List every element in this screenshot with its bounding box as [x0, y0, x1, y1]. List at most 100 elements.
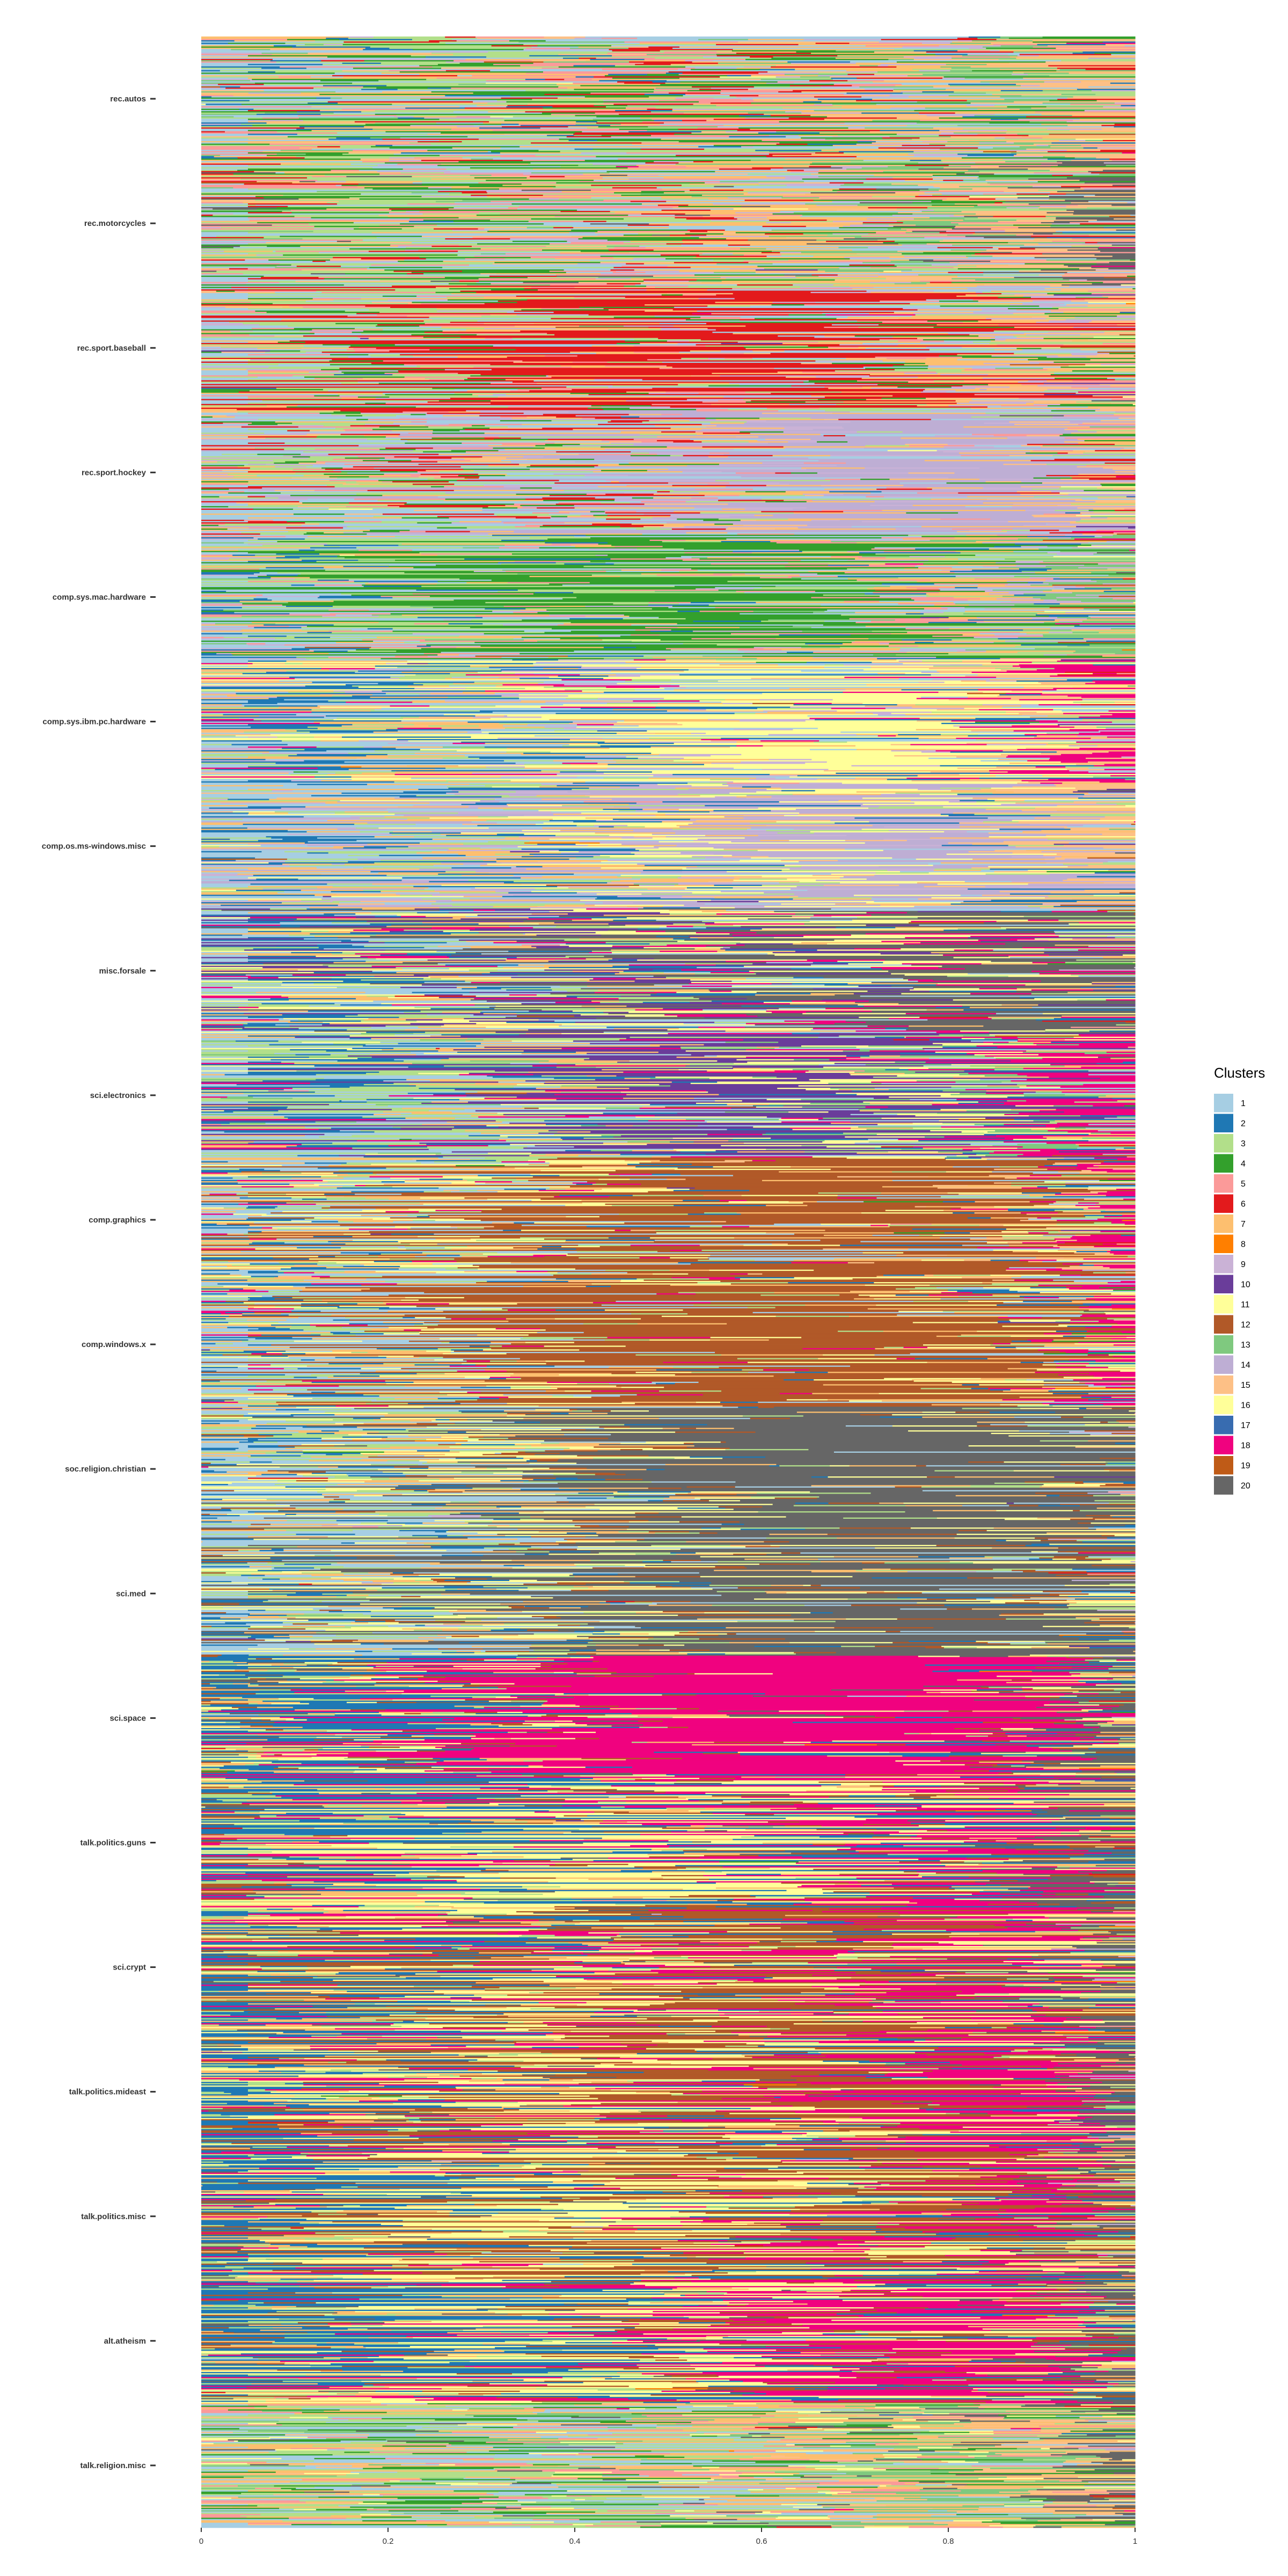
- bar-segment-cluster-4: [685, 618, 850, 620]
- bar-segment-cluster-1: [201, 81, 618, 83]
- bar-segment-cluster-5: [1072, 380, 1136, 382]
- bar-segment-cluster-13: [241, 616, 323, 617]
- bar-segment-cluster-5: [716, 105, 833, 107]
- sample-bar: [201, 620, 1136, 623]
- bar-segment-cluster-14: [990, 518, 1081, 520]
- bar-segment-cluster-13: [1110, 628, 1136, 630]
- bar-segment-cluster-1: [335, 91, 383, 93]
- bar-segment-cluster-5: [418, 249, 543, 251]
- bar-segment-cluster-5: [474, 255, 601, 258]
- bar-segment-cluster-5: [491, 383, 537, 384]
- bar-segment-cluster-1: [734, 186, 934, 188]
- bar-segment-cluster-15: [846, 357, 887, 360]
- bar-segment-cluster-15: [1081, 81, 1136, 83]
- bar-segment-cluster-15: [943, 239, 1034, 241]
- bar-segment-cluster-1: [476, 282, 524, 283]
- bar-segment-cluster-20: [1112, 185, 1136, 186]
- bar-segment-cluster-2: [1014, 594, 1046, 596]
- bar-segment-cluster-13: [775, 586, 891, 588]
- bar-segment-cluster-5: [718, 400, 751, 402]
- bar-segment-cluster-4: [469, 186, 556, 188]
- bar-segment-cluster-6: [771, 66, 897, 68]
- bar-segment-cluster-3: [201, 175, 313, 178]
- bar-segment-cluster-9: [741, 99, 753, 100]
- bar-segment-cluster-13: [769, 151, 839, 153]
- bar-segment-cluster-4: [590, 511, 605, 513]
- sample-bar: [201, 551, 1136, 553]
- bar-segment-cluster-5: [451, 128, 620, 130]
- bar-segment-cluster-3: [356, 547, 463, 549]
- bar-segment-cluster-3: [590, 260, 744, 262]
- bar-segment-cluster-9: [201, 434, 308, 436]
- bar-segment-cluster-4: [431, 91, 654, 93]
- bar-segment-cluster-3: [201, 546, 340, 548]
- bar-segment-cluster-5: [479, 138, 560, 141]
- bar-segment-cluster-5: [685, 93, 844, 96]
- bar-segment-cluster-5: [289, 305, 366, 308]
- sample-bar: [201, 497, 1136, 499]
- bar-segment-cluster-20: [1067, 177, 1136, 179]
- bar-segment-cluster-3: [857, 431, 903, 433]
- bar-segment-cluster-14: [522, 506, 966, 508]
- bar-segment-cluster-1: [892, 93, 993, 96]
- bar-segment-cluster-3: [327, 543, 402, 545]
- bar-segment-cluster-5: [628, 178, 750, 180]
- bar-segment-cluster-4: [608, 554, 976, 557]
- bar-segment-cluster-6: [489, 275, 557, 277]
- bar-segment-cluster-6: [437, 516, 538, 518]
- bar-segment-cluster-1: [201, 486, 248, 488]
- bar-segment-cluster-15: [201, 530, 222, 531]
- bar-segment-cluster-4: [582, 237, 700, 239]
- bar-segment-cluster-6: [1054, 458, 1136, 460]
- bar-segment-cluster-7: [677, 627, 740, 628]
- bar-segment-cluster-4: [317, 436, 386, 438]
- bar-segment-cluster-6: [201, 237, 264, 239]
- bar-segment-cluster-9: [503, 486, 598, 488]
- sample-bar: [201, 438, 1136, 441]
- bar-segment-cluster-6: [1019, 54, 1111, 56]
- bar-segment-cluster-4: [201, 587, 715, 589]
- bar-segment-cluster-4: [878, 324, 938, 326]
- bar-segment-cluster-13: [1081, 601, 1136, 603]
- bar-segment-cluster-3: [700, 512, 794, 514]
- bar-segment-cluster-15: [791, 222, 863, 224]
- bar-segment-cluster-9: [920, 209, 934, 211]
- bar-segment-cluster-1: [863, 367, 1061, 368]
- bar-segment-cluster-13: [803, 233, 833, 235]
- bar-segment-cluster-2: [755, 150, 822, 151]
- bar-segment-cluster-5: [201, 484, 248, 485]
- bar-segment-cluster-13: [1079, 624, 1136, 626]
- bar-segment-cluster-3: [221, 346, 349, 348]
- bar-segment-cluster-15: [513, 361, 573, 363]
- bar-segment-cluster-1: [674, 306, 1053, 309]
- bar-segment-cluster-9: [946, 231, 1006, 232]
- bar-segment-cluster-3: [714, 601, 845, 603]
- bar-segment-cluster-5: [201, 395, 314, 397]
- bar-segment-cluster-3: [681, 185, 787, 186]
- bar-segment-cluster-14: [1088, 57, 1136, 60]
- sample-bar: [201, 100, 1136, 102]
- bar-segment-cluster-6: [502, 126, 569, 128]
- bar-segment-cluster-15: [301, 348, 354, 349]
- bar-segment-cluster-13: [929, 143, 1034, 145]
- bar-segment-cluster-15: [266, 405, 298, 407]
- bar-segment-cluster-3: [748, 173, 811, 175]
- bar-segment-cluster-1: [201, 464, 248, 465]
- bar-segment-cluster-3: [341, 383, 379, 384]
- bar-segment-cluster-2: [206, 104, 242, 106]
- bar-segment-cluster-4: [720, 321, 883, 324]
- bar-segment-cluster-7: [1115, 443, 1136, 445]
- bar-segment-cluster-4: [590, 561, 1016, 562]
- bar-segment-cluster-13: [947, 235, 1017, 236]
- bar-segment-cluster-6: [588, 394, 975, 396]
- bar-segment-cluster-5: [871, 548, 916, 550]
- bar-segment-cluster-18: [1091, 266, 1136, 267]
- bar-segment-cluster-5: [517, 389, 573, 391]
- bar-segment-cluster-1: [201, 561, 248, 562]
- bar-segment-cluster-4: [545, 443, 581, 445]
- bar-segment-cluster-5: [608, 248, 741, 250]
- bar-segment-cluster-9: [377, 165, 438, 166]
- bar-segment-cluster-6: [939, 232, 976, 234]
- bar-segment-cluster-13: [543, 61, 630, 63]
- bar-segment-cluster-4: [257, 453, 301, 456]
